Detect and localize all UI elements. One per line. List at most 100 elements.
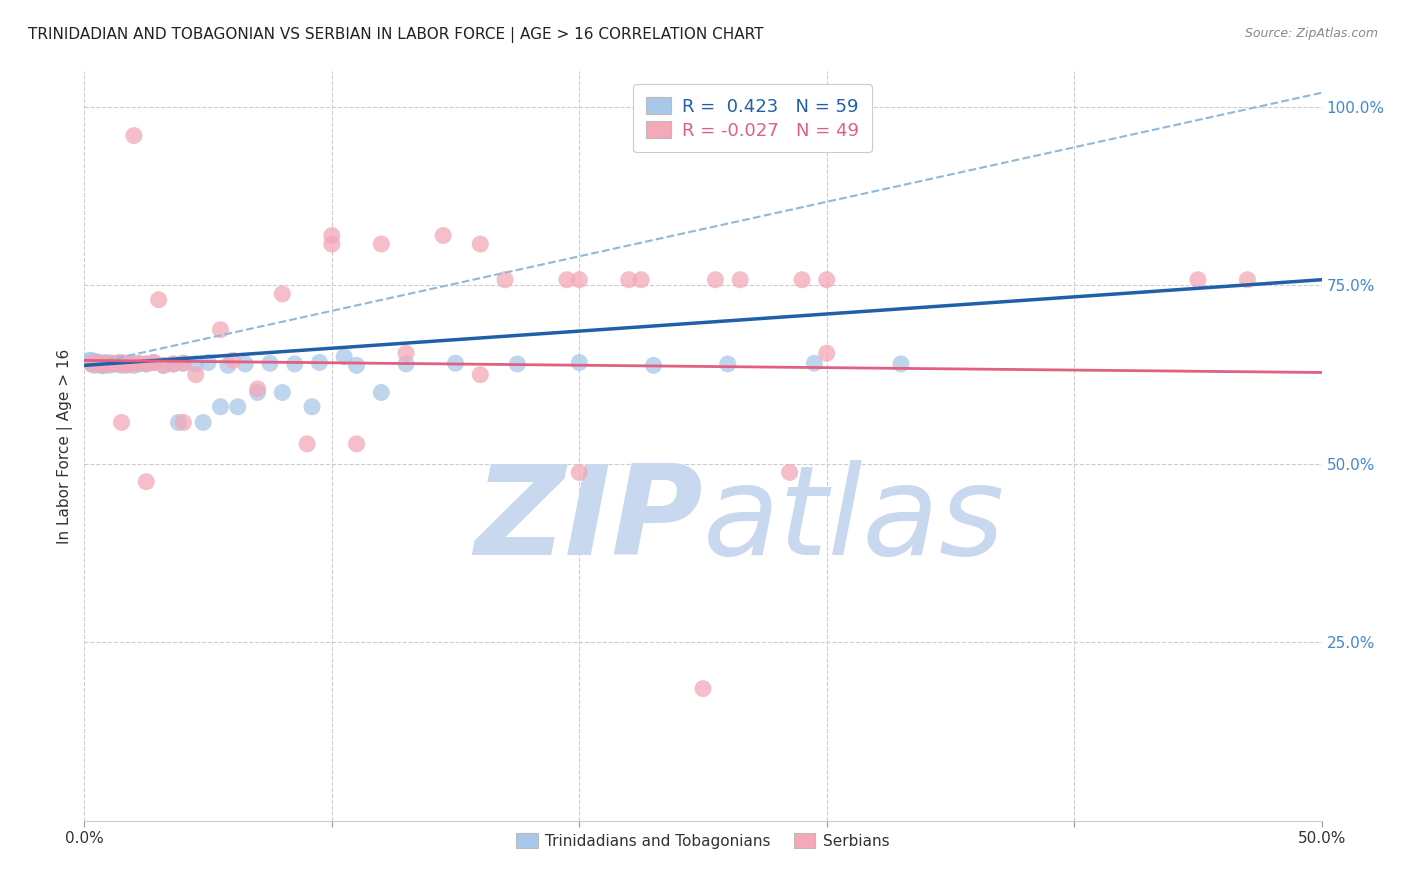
- Point: [321, 237, 343, 252]
- Point: [80, 357, 103, 371]
- Point: [96, 357, 118, 371]
- Point: [790, 273, 813, 287]
- Point: [148, 293, 170, 307]
- Point: [112, 357, 135, 371]
- Point: [301, 400, 323, 414]
- Point: [555, 273, 578, 287]
- Point: [295, 437, 318, 451]
- Point: [105, 357, 128, 371]
- Point: [96, 357, 118, 371]
- Point: [890, 357, 912, 371]
- Point: [152, 359, 174, 373]
- Point: [93, 359, 115, 373]
- Point: [89, 355, 111, 369]
- Point: [110, 359, 132, 373]
- Point: [110, 416, 132, 430]
- Point: [90, 359, 112, 373]
- Point: [162, 357, 184, 371]
- Point: [246, 382, 269, 396]
- Point: [226, 400, 249, 414]
- Point: [779, 466, 801, 480]
- Point: [108, 355, 131, 369]
- Point: [815, 346, 838, 360]
- Point: [120, 355, 142, 369]
- Point: [346, 359, 368, 373]
- Point: [83, 359, 105, 373]
- Point: [103, 357, 125, 371]
- Point: [100, 357, 122, 371]
- Point: [90, 356, 112, 370]
- Point: [568, 355, 591, 369]
- Point: [246, 385, 269, 400]
- Point: [630, 273, 652, 287]
- Point: [86, 355, 108, 369]
- Legend: Trinidadians and Tobagonians, Serbians: Trinidadians and Tobagonians, Serbians: [508, 824, 898, 858]
- Point: [120, 357, 142, 371]
- Point: [692, 681, 714, 696]
- Point: [284, 357, 307, 371]
- Point: [217, 359, 239, 373]
- Point: [90, 359, 112, 373]
- Point: [233, 357, 256, 371]
- Point: [98, 357, 121, 371]
- Point: [271, 385, 294, 400]
- Point: [128, 356, 150, 370]
- Point: [333, 350, 356, 364]
- Text: ZIP: ZIP: [474, 460, 703, 582]
- Point: [704, 273, 727, 287]
- Point: [135, 357, 157, 371]
- Point: [93, 356, 115, 370]
- Point: [167, 416, 190, 430]
- Point: [184, 368, 207, 382]
- Point: [568, 273, 591, 287]
- Point: [470, 368, 492, 382]
- Point: [1236, 273, 1258, 287]
- Point: [135, 475, 157, 489]
- Point: [395, 346, 418, 360]
- Point: [1187, 273, 1209, 287]
- Point: [152, 359, 174, 373]
- Point: [80, 353, 103, 368]
- Point: [135, 357, 157, 371]
- Point: [271, 287, 294, 301]
- Point: [222, 353, 245, 368]
- Point: [643, 359, 665, 373]
- Point: [86, 357, 108, 371]
- Point: [191, 416, 214, 430]
- Point: [118, 357, 141, 371]
- Point: [308, 355, 330, 369]
- Point: [100, 356, 122, 370]
- Point: [184, 357, 207, 371]
- Point: [162, 357, 184, 371]
- Point: [259, 356, 281, 370]
- Point: [432, 228, 454, 243]
- Point: [470, 237, 492, 252]
- Point: [105, 357, 128, 371]
- Text: atlas: atlas: [703, 460, 1005, 582]
- Point: [79, 353, 101, 368]
- Point: [209, 400, 232, 414]
- Point: [128, 357, 150, 371]
- Point: [172, 356, 194, 370]
- Point: [100, 356, 122, 370]
- Point: [494, 273, 516, 287]
- Y-axis label: In Labor Force | Age > 16: In Labor Force | Age > 16: [58, 349, 73, 543]
- Point: [142, 355, 165, 369]
- Point: [370, 385, 392, 400]
- Point: [321, 228, 343, 243]
- Point: [803, 356, 825, 370]
- Point: [209, 323, 232, 337]
- Point: [98, 359, 121, 373]
- Point: [89, 357, 111, 371]
- Point: [370, 237, 392, 252]
- Point: [197, 355, 219, 369]
- Point: [142, 355, 165, 369]
- Point: [815, 273, 838, 287]
- Point: [122, 359, 145, 373]
- Point: [80, 357, 103, 371]
- Point: [506, 357, 529, 371]
- Point: [122, 128, 145, 143]
- Point: [172, 356, 194, 370]
- Point: [96, 355, 118, 369]
- Text: TRINIDADIAN AND TOBAGONIAN VS SERBIAN IN LABOR FORCE | AGE > 16 CORRELATION CHAR: TRINIDADIAN AND TOBAGONIAN VS SERBIAN IN…: [28, 27, 763, 43]
